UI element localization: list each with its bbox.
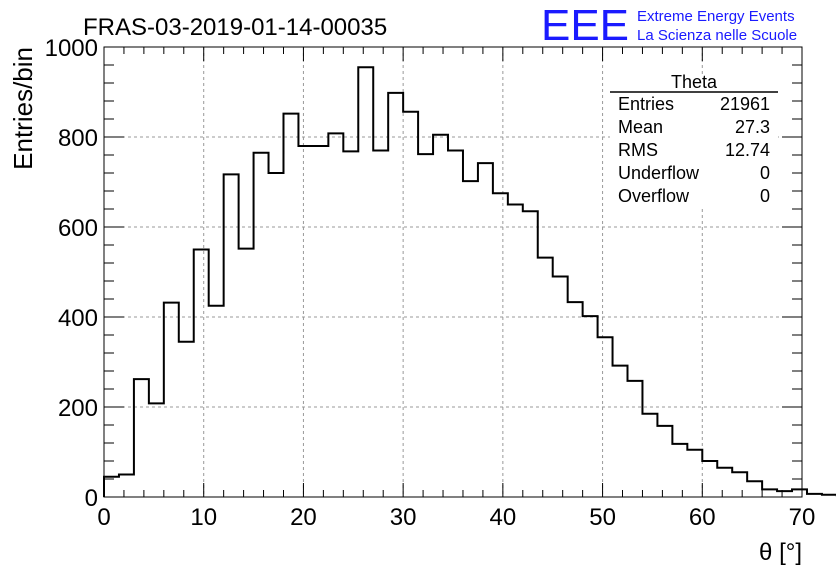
stats-row-value: 21961 — [720, 94, 770, 114]
histogram-bin — [553, 277, 568, 498]
x-tick-label: 20 — [290, 504, 317, 531]
histogram-bin — [762, 489, 777, 497]
x-tick-label: 30 — [390, 504, 417, 531]
y-tick-label: 1000 — [45, 35, 98, 62]
histogram-bin — [209, 306, 224, 497]
y-tick-label: 200 — [58, 395, 98, 422]
histogram-bin — [149, 403, 164, 497]
histogram-bin — [283, 114, 298, 497]
x-tick-label: 0 — [97, 504, 110, 531]
histogram-bin — [613, 366, 628, 497]
stats-box-title: Theta — [671, 72, 718, 92]
tick-labels: 0 10 20 30 40 50 60 70 0 200 400 600 800 1000 — [45, 35, 816, 531]
histogram-bin — [792, 489, 807, 497]
x-tick-label: 10 — [190, 504, 217, 531]
plot-frame — [103, 46, 803, 498]
histogram-bin — [628, 381, 643, 497]
stats-row-value: 12.74 — [725, 140, 770, 160]
histogram-bin — [732, 472, 747, 497]
stats-row-label: RMS — [618, 140, 658, 160]
histogram-bin — [523, 211, 538, 497]
x-tick-label: 70 — [789, 504, 816, 531]
histogram-bin — [433, 135, 448, 497]
y-tick-label: 0 — [85, 485, 98, 512]
histogram-bin — [493, 193, 508, 497]
histogram-bin — [463, 181, 478, 497]
x-tick-label: 60 — [689, 504, 716, 531]
stats-row-label: Entries — [618, 94, 674, 114]
histogram-bin — [598, 337, 613, 497]
histogram-bin — [717, 468, 732, 497]
histogram-bin — [343, 151, 358, 497]
histogram-bin — [224, 174, 239, 497]
histogram-bin — [403, 112, 418, 497]
x-axis-label: θ [°] — [759, 539, 802, 566]
chart-title: FRAS-03-2019-01-14-00035 — [83, 14, 387, 41]
stats-row-label: Overflow — [618, 186, 690, 206]
eee-logo-line1: Extreme Energy Events — [637, 8, 795, 25]
stats-row-label: Mean — [618, 117, 663, 137]
histogram-bin — [104, 477, 119, 497]
histogram-bin — [478, 163, 493, 497]
histogram-bin — [164, 303, 179, 497]
histogram-bin — [747, 481, 762, 497]
stats-box-bg — [610, 75, 778, 207]
y-axis-label: Entries/bin — [8, 47, 38, 170]
histogram-bin — [642, 414, 657, 497]
x-tick-label: 40 — [490, 504, 517, 531]
histogram-bin — [672, 444, 687, 497]
histogram-bin — [328, 133, 343, 497]
stats-row-value: 0 — [760, 163, 770, 183]
histogram-bin — [388, 93, 403, 497]
histogram-bin — [239, 249, 254, 497]
stats-row-value: 0 — [760, 186, 770, 206]
y-tick-label: 800 — [58, 125, 98, 152]
histogram-bin — [373, 151, 388, 498]
histogram-bin — [269, 173, 284, 497]
y-tick-label: 400 — [58, 305, 98, 332]
histogram-outline — [103, 66, 836, 497]
eee-logo-line2: La Scienza nelle Scuole — [637, 27, 797, 44]
histogram-bin — [194, 250, 209, 498]
histogram-bin — [538, 258, 553, 497]
histogram-bin — [568, 302, 583, 497]
histogram-bin — [508, 205, 523, 498]
y-tick-label: 600 — [58, 215, 98, 242]
stats-row-label: Underflow — [618, 163, 700, 183]
histogram-bin — [134, 379, 149, 497]
histogram-bars — [103, 66, 836, 498]
stats-row-value: 27.3 — [735, 117, 770, 137]
histogram-bin — [119, 475, 134, 498]
histogram-bin — [687, 450, 702, 497]
x-tick-label: 50 — [589, 504, 616, 531]
histogram-bin — [418, 154, 433, 497]
histogram-bin — [358, 67, 373, 497]
histogram-bin — [179, 342, 194, 497]
histogram-bin — [298, 146, 313, 497]
stats-box: Theta Entries 21961 Mean 27.3 RMS 12.74 Underf… — [610, 72, 778, 207]
histogram-bin — [702, 461, 717, 497]
histogram-bin — [657, 426, 672, 497]
histogram-bin — [254, 153, 269, 497]
histogram-bin — [448, 151, 463, 498]
histogram-bin — [313, 146, 328, 497]
eee-logo-mark: EEE — [541, 1, 629, 50]
